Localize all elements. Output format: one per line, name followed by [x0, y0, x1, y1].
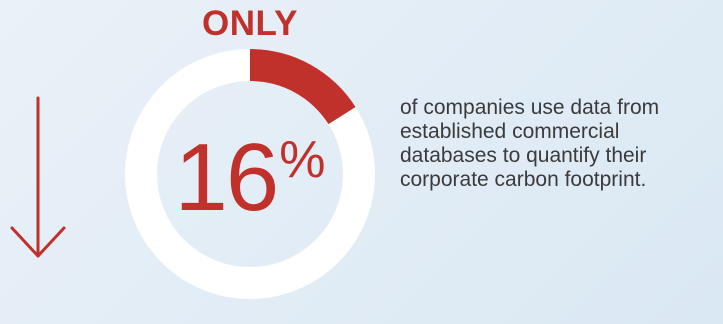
down-arrow-icon	[10, 96, 66, 258]
donut-chart	[125, 49, 375, 299]
percentage-sign: %	[279, 131, 326, 189]
big-percentage: 16%	[150, 130, 350, 226]
headline-only: ONLY	[201, 4, 298, 43]
percentage-value: 16	[174, 124, 279, 231]
caption-text: of companies use data from established c…	[400, 96, 660, 191]
donut-slice-highlight	[250, 49, 356, 125]
